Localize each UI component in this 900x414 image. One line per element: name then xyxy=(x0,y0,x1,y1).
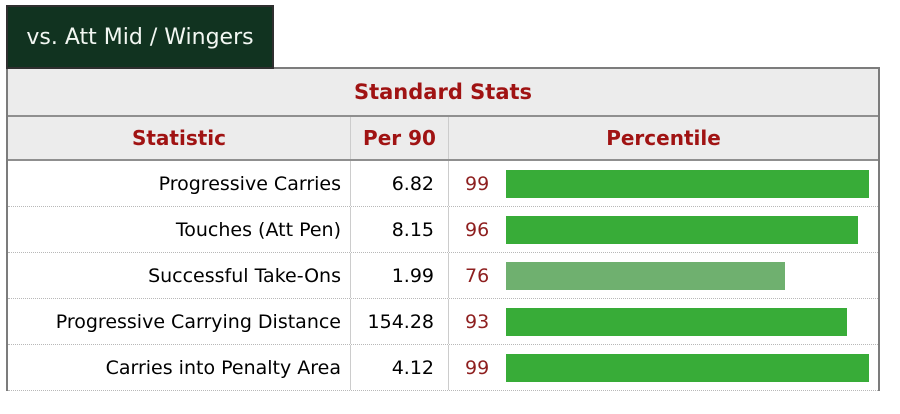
percentile-cell: 99 xyxy=(449,345,878,390)
percentile-bar-track xyxy=(506,215,873,244)
table-row: Progressive Carrying Distance 154.28 93 xyxy=(8,299,878,345)
percentile-cell: 76 xyxy=(449,253,878,298)
statistic-label: Progressive Carrying Distance xyxy=(8,299,351,344)
percentile-bar-track xyxy=(506,261,873,290)
percentile-bar xyxy=(506,215,859,244)
percentile-bar-track xyxy=(506,353,873,382)
percentile-bar xyxy=(506,261,785,290)
table-title-row: Standard Stats xyxy=(8,69,878,117)
percentile-bar xyxy=(506,353,870,382)
percentile-bar xyxy=(506,307,848,336)
standard-stats-table: Standard Stats Statistic Per 90 Percenti… xyxy=(6,67,880,391)
percentile-cell: 99 xyxy=(449,161,878,206)
per90-value: 154.28 xyxy=(351,299,449,344)
table-row: Progressive Carries 6.82 99 xyxy=(8,161,878,207)
per90-value: 4.12 xyxy=(351,345,449,390)
position-filter-tab[interactable]: vs. Att Mid / Wingers xyxy=(6,5,274,69)
table-title: Standard Stats xyxy=(353,80,533,104)
per90-value: 1.99 xyxy=(351,253,449,298)
column-header-per90: Per 90 xyxy=(351,117,449,159)
per90-value: 6.82 xyxy=(351,161,449,206)
table-row: Touches (Att Pen) 8.15 96 xyxy=(8,207,878,253)
column-header-row: Statistic Per 90 Percentile xyxy=(8,117,878,161)
percentile-value: 96 xyxy=(465,218,490,241)
percentile-cell: 93 xyxy=(449,299,878,344)
percentile-value: 76 xyxy=(465,264,490,287)
per90-value: 8.15 xyxy=(351,207,449,252)
column-header-percentile: Percentile xyxy=(606,126,721,150)
statistic-label: Successful Take-Ons xyxy=(8,253,351,298)
statistic-label: Touches (Att Pen) xyxy=(8,207,351,252)
percentile-value: 93 xyxy=(465,310,490,333)
percentile-value: 99 xyxy=(465,172,490,195)
percentile-cell: 96 xyxy=(449,207,878,252)
percentile-value: 99 xyxy=(465,356,490,379)
statistic-label: Progressive Carries xyxy=(8,161,351,206)
statistic-label: Carries into Penalty Area xyxy=(8,345,351,390)
tab-label: vs. Att Mid / Wingers xyxy=(26,24,254,50)
table-row: Successful Take-Ons 1.99 76 xyxy=(8,253,878,299)
table-row: Carries into Penalty Area 4.12 99 xyxy=(8,345,878,391)
percentile-bar xyxy=(506,169,870,198)
column-header-statistic: Statistic xyxy=(8,117,351,159)
percentile-bar-track xyxy=(506,169,873,198)
percentile-bar-track xyxy=(506,307,873,336)
